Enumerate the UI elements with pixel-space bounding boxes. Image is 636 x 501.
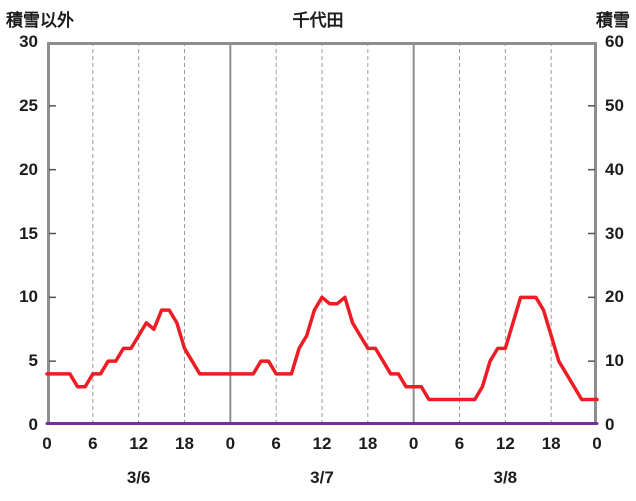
day-label: 3/6 (126, 468, 151, 487)
left-axis-tick-label: 15 (19, 223, 38, 243)
right-axis-tick-label: 10 (605, 351, 624, 371)
x-axis-tick-label: 0 (42, 434, 52, 453)
chart-title: 千代田 (292, 11, 344, 30)
left-axis-tick-label: 5 (28, 351, 38, 371)
day-label: 3/7 (310, 468, 334, 487)
x-axis-tick-label: 0 (408, 434, 419, 453)
x-axis-tick-label: 12 (129, 434, 149, 453)
x-axis-tick-label: 12 (312, 434, 332, 453)
left-axis-tick-label: 0 (28, 415, 38, 434)
x-axis-tick-label: 6 (271, 434, 281, 453)
right-axis-tick-label: 0 (605, 415, 615, 434)
right-axis-tick-label: 50 (605, 95, 624, 115)
x-axis-tick-label: 6 (88, 434, 98, 453)
x-axis-tick-label: 12 (495, 434, 515, 453)
left-axis-tick-label: 20 (19, 159, 38, 179)
left-axis-tick-label: 30 (19, 32, 38, 51)
right-axis-tick-label: 30 (605, 223, 624, 243)
left-axis-tick-label: 10 (19, 287, 38, 307)
series-line-other (45, 295, 599, 402)
left-axis-title: 積雪以外 (6, 11, 74, 30)
x-axis-tick-label: 0 (225, 434, 236, 453)
x-axis-tick-label: 6 (454, 434, 465, 453)
x-axis-tick-label: 0 (592, 434, 602, 453)
plot-area (45, 42, 599, 425)
right-axis-tick-label: 40 (605, 159, 624, 179)
x-axis-tick-label: 18 (358, 434, 378, 453)
left-axis-tick-label: 25 (19, 95, 38, 115)
right-axis-tick-label: 60 (605, 32, 624, 51)
right-axis-title: 積雪 (596, 11, 630, 30)
x-axis-tick-label: 18 (541, 434, 561, 453)
x-axis-tick-label: 18 (175, 434, 194, 453)
right-axis-tick-label: 20 (605, 287, 624, 307)
day-label: 3/8 (493, 468, 518, 487)
